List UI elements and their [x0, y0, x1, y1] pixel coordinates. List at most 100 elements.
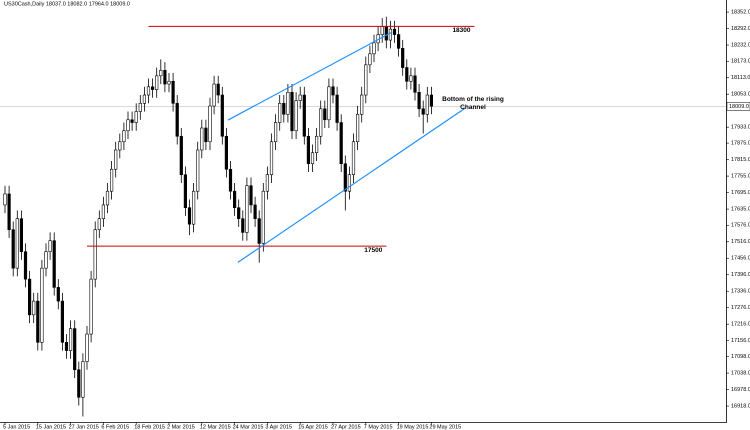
candle-body: [85, 333, 89, 362]
candle-body: [290, 91, 294, 132]
candle-body: [323, 108, 327, 121]
y-tick-label: 17635.0: [731, 207, 750, 213]
candle-body: [429, 94, 434, 107]
y-tick-label: 17576.0: [731, 223, 750, 229]
x-tick-label: 15 Apr 2015: [298, 424, 328, 430]
candle-body: [286, 91, 290, 115]
candle-body: [245, 185, 249, 233]
candle-body: [208, 105, 212, 143]
candle-body: [179, 135, 183, 176]
y-tick-label: 18173.0: [731, 59, 750, 65]
y-tick-label: 18292.0: [731, 26, 750, 32]
candle-body: [298, 94, 302, 101]
x-tick-label: 18 Feb 2015: [134, 424, 165, 430]
candle-body: [40, 267, 44, 343]
channel-line: [227, 31, 393, 121]
candle-body: [237, 207, 241, 219]
candle-body: [196, 149, 200, 192]
candle-body: [64, 342, 69, 351]
candle-body: [146, 86, 151, 96]
candle-body: [265, 174, 270, 192]
level-label: 17500: [364, 247, 382, 254]
candle-body: [216, 83, 220, 96]
candle-body: [253, 204, 257, 219]
candle-body: [409, 75, 413, 82]
y-tick-label: 17216.0: [731, 322, 750, 328]
candle-body: [60, 300, 64, 343]
candle-body: [269, 141, 274, 176]
candle-body: [69, 328, 73, 351]
candle-body: [200, 127, 204, 151]
candle-body: [19, 218, 24, 252]
candle-body: [44, 251, 48, 269]
candle-body: [118, 141, 122, 151]
y-tick-label: 18352.0: [731, 10, 750, 16]
candle-body: [155, 75, 159, 90]
candle-body: [335, 94, 339, 123]
candle-body: [159, 70, 163, 77]
y-tick-label: 17276.0: [731, 305, 750, 311]
y-tick-label: 17396.0: [731, 272, 750, 278]
candle-body: [417, 91, 421, 110]
y-tick-label: 17038.0: [731, 371, 750, 377]
candle-body: [331, 86, 335, 96]
candle-body: [81, 361, 85, 398]
y-tick-label: 17098.0: [731, 354, 750, 360]
candle-body: [187, 207, 192, 225]
candle-body: [241, 218, 245, 233]
candle-body: [11, 229, 15, 269]
x-tick-label: 3 Apr 2015: [265, 424, 292, 430]
candle-body: [122, 130, 126, 143]
candle-body: [32, 300, 36, 316]
candle-body: [282, 102, 286, 115]
candle-body: [319, 108, 323, 137]
candle-body: [105, 190, 110, 206]
candle-body: [93, 229, 97, 280]
y-tick-label: 16918.0: [731, 404, 750, 410]
candle-body: [228, 168, 233, 192]
candle-body: [396, 34, 401, 49]
candle-body: [261, 190, 265, 244]
candle-body: [36, 300, 40, 343]
y-tick-label: 17815.0: [731, 157, 750, 163]
candle-body: [15, 218, 19, 269]
candle-body: [73, 328, 77, 371]
candle-body: [163, 70, 167, 85]
candle-body: [110, 168, 114, 192]
candle-body: [192, 190, 196, 225]
candle-body: [380, 26, 384, 35]
x-tick-label: 27 Apr 2015: [331, 424, 361, 430]
y-tick-label: 17755.0: [731, 174, 750, 180]
candle-body: [48, 240, 52, 252]
last-price-label: 18009.0: [729, 104, 749, 110]
channel-line: [237, 107, 466, 263]
candle-body: [351, 141, 356, 176]
candle-body: [233, 190, 237, 208]
candle-body: [3, 193, 7, 206]
candle-body: [392, 28, 397, 35]
candle-body: [77, 369, 81, 398]
x-tick-label: 29 May 2015: [429, 424, 461, 430]
candle-body: [126, 119, 130, 132]
candle-body: [368, 53, 372, 66]
candle-body: [171, 81, 175, 104]
x-tick-label: 15 Jan 2015: [36, 424, 66, 430]
candle-body: [294, 100, 298, 132]
candle-body: [7, 193, 11, 230]
x-tick-label: 19 May 2015: [397, 424, 429, 430]
chart-title: US30Cash,Daily 18037.0 18082.0 17964.0 1…: [4, 1, 130, 7]
candle-body: [257, 218, 261, 244]
x-tick-label: 6 Feb 2015: [101, 424, 129, 430]
candle-body: [23, 251, 28, 280]
candle-body: [339, 122, 343, 165]
y-tick-label: 17875.0: [731, 141, 750, 147]
last-price-box: [726, 102, 750, 111]
candle-body: [101, 204, 105, 219]
candle-body: [273, 122, 278, 143]
candle-body: [151, 86, 155, 90]
y-tick-label: 17933.0: [731, 125, 750, 131]
candle-body: [134, 111, 138, 123]
